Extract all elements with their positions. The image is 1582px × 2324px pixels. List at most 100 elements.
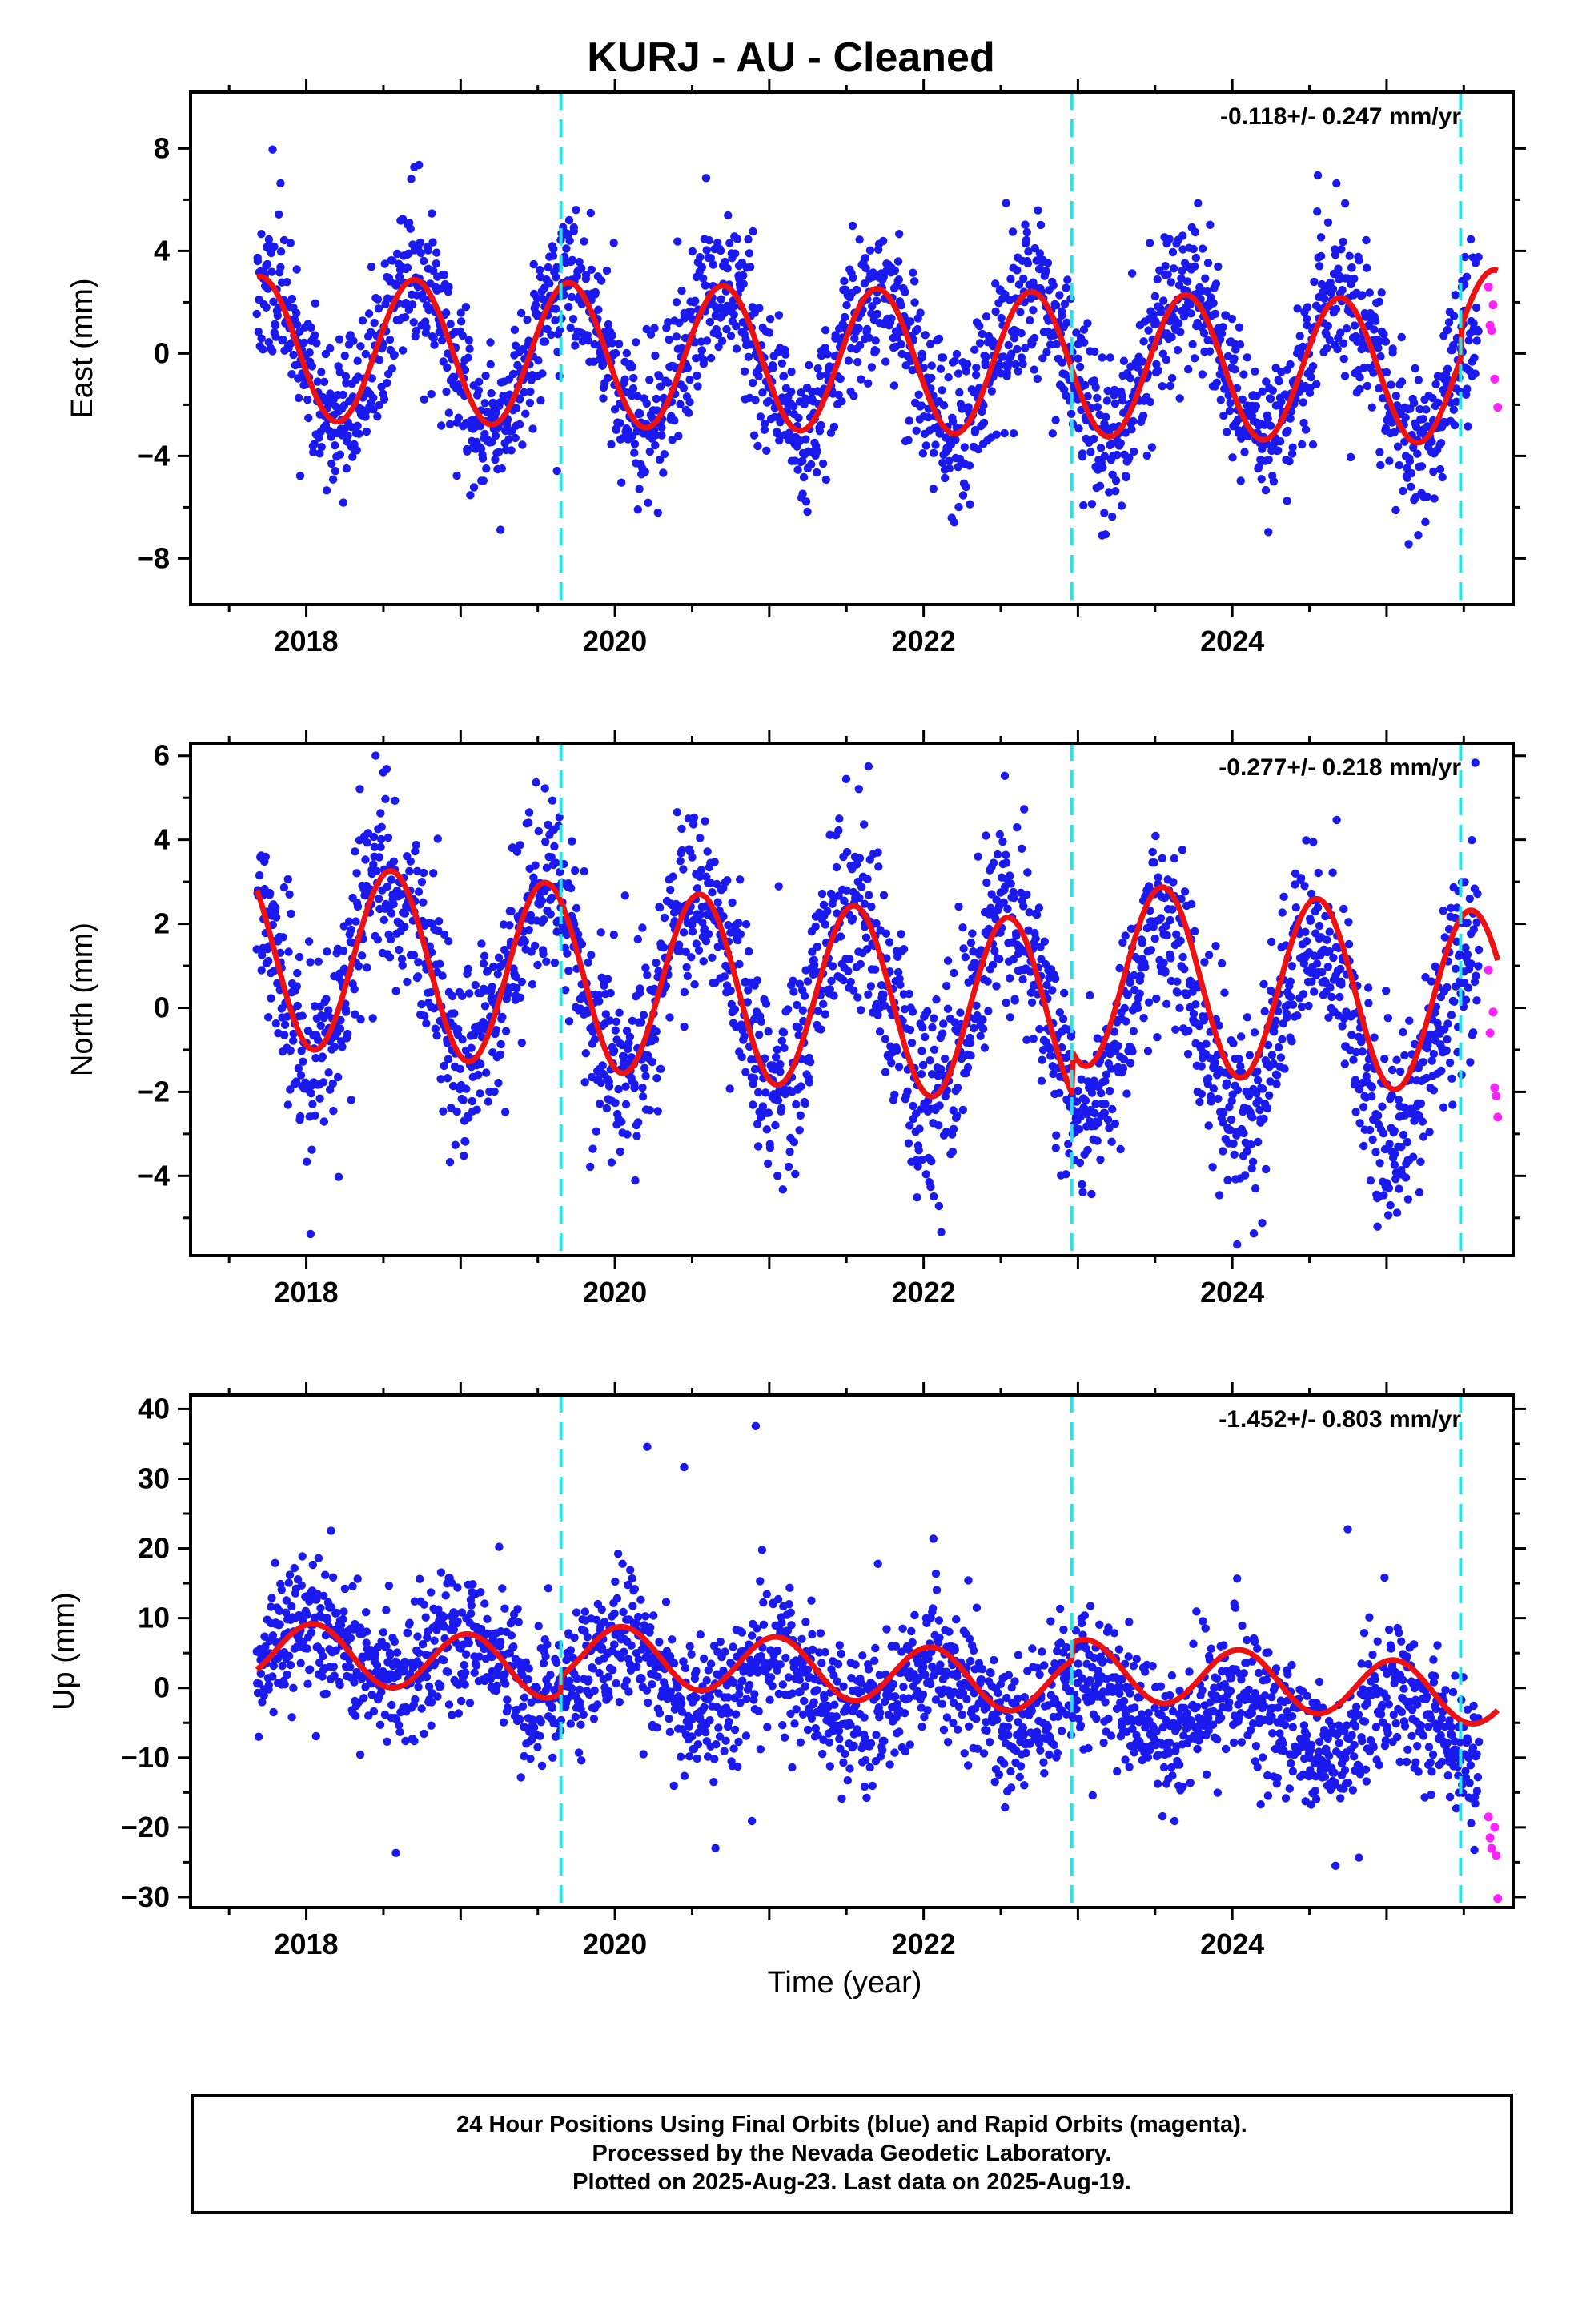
east-data-point — [1177, 274, 1186, 283]
north-data-point — [355, 785, 364, 794]
east-data-point — [1102, 412, 1110, 421]
east-data-point — [525, 398, 535, 408]
east-data-point — [440, 271, 449, 279]
north-data-point — [568, 837, 576, 846]
east-data-point — [1191, 262, 1199, 271]
east-data-point — [1110, 399, 1120, 408]
east-data-point — [655, 455, 665, 464]
east-data-point — [1122, 472, 1130, 482]
east-data-point — [785, 428, 794, 437]
north-data-point — [609, 931, 619, 939]
east-data-point — [635, 485, 644, 493]
north-data-point — [419, 868, 428, 878]
north-data-point — [935, 1101, 944, 1110]
east-data-point — [608, 339, 616, 348]
east-data-point — [1033, 374, 1042, 384]
east-data-point — [469, 483, 479, 492]
north-data-point — [652, 1074, 661, 1083]
east-data-point — [769, 364, 778, 372]
east-data-point — [442, 308, 451, 317]
east-data-point — [861, 263, 870, 273]
north-data-point — [261, 852, 270, 862]
north-data-point — [909, 1101, 917, 1111]
east-data-point — [577, 263, 586, 273]
east-data-point — [1126, 374, 1135, 383]
north-data-point — [391, 796, 400, 805]
east-data-point — [659, 468, 668, 477]
east-data-point — [1214, 262, 1223, 271]
east-data-point — [586, 208, 595, 218]
north-data-point — [356, 1015, 365, 1024]
east-data-point — [267, 267, 276, 276]
east-data-point — [273, 311, 282, 320]
east-data-point — [1407, 482, 1415, 491]
north-data-point — [750, 1064, 760, 1074]
north-data-point — [934, 1072, 942, 1080]
east-data-point — [821, 475, 831, 485]
east-data-point — [1209, 299, 1218, 308]
east-data-point — [1376, 460, 1385, 470]
east-data-point — [339, 498, 348, 507]
east-data-point — [853, 357, 862, 367]
east-data-point — [1264, 528, 1273, 537]
east-data-point — [731, 249, 740, 258]
east-data-point — [533, 312, 542, 320]
north-data-point — [400, 909, 409, 918]
east-data-point — [978, 329, 987, 339]
north-data-point — [308, 1100, 317, 1108]
north-data-point — [753, 1142, 763, 1151]
north-data-point — [334, 1172, 343, 1181]
north-data-point — [584, 958, 592, 967]
east-data-point — [1157, 308, 1166, 316]
east-data-point — [549, 244, 558, 254]
east-data-point — [745, 249, 754, 258]
east-data-point — [1316, 233, 1326, 242]
east-data-point — [335, 450, 345, 459]
east-data-point — [749, 227, 757, 236]
north-data-point — [660, 913, 669, 923]
east-data-point — [379, 395, 389, 404]
east-data-point — [1345, 251, 1354, 260]
east-data-point — [794, 413, 803, 423]
east-data-point — [1449, 340, 1458, 350]
east-data-point — [1075, 362, 1085, 372]
east-data-point — [568, 292, 576, 302]
east-data-point — [294, 393, 303, 403]
east-data-point — [1186, 300, 1195, 309]
north-data-point — [940, 1054, 950, 1063]
north-data-point — [673, 808, 681, 817]
east-data-point — [1198, 370, 1207, 379]
north-data-point — [628, 1016, 637, 1026]
north-data-point — [740, 1031, 749, 1041]
north-data-point — [905, 1121, 914, 1130]
north-data-point — [419, 898, 428, 907]
east-data-point — [373, 295, 383, 304]
east-data-point — [1274, 446, 1283, 455]
north-data-point — [615, 1008, 624, 1017]
north-data-point — [753, 976, 762, 985]
east-data-point — [1320, 294, 1329, 303]
north-data-point — [533, 960, 542, 970]
east-data-point — [672, 298, 681, 307]
east-data-point — [871, 336, 880, 345]
east-data-point — [1191, 227, 1200, 237]
north-data-point — [917, 1070, 926, 1079]
east-data-point — [361, 349, 370, 359]
east-data-point — [979, 400, 988, 410]
up-data-point — [362, 1608, 371, 1617]
north-data-point — [431, 1024, 440, 1033]
up-data-point — [271, 1558, 279, 1568]
east-data-point — [1087, 500, 1097, 509]
east-data-point — [339, 390, 347, 400]
north-data-point — [908, 1007, 917, 1016]
east-data-point — [1026, 316, 1034, 325]
east-data-point — [894, 275, 904, 284]
north-data-point — [440, 930, 449, 939]
east-data-point — [1186, 309, 1195, 318]
east-data-point — [429, 334, 438, 343]
north-data-point — [296, 1071, 306, 1080]
east-data-point — [1121, 428, 1130, 437]
east-data-point — [916, 308, 925, 317]
north-data-point — [745, 947, 753, 956]
east-data-point — [739, 279, 748, 288]
